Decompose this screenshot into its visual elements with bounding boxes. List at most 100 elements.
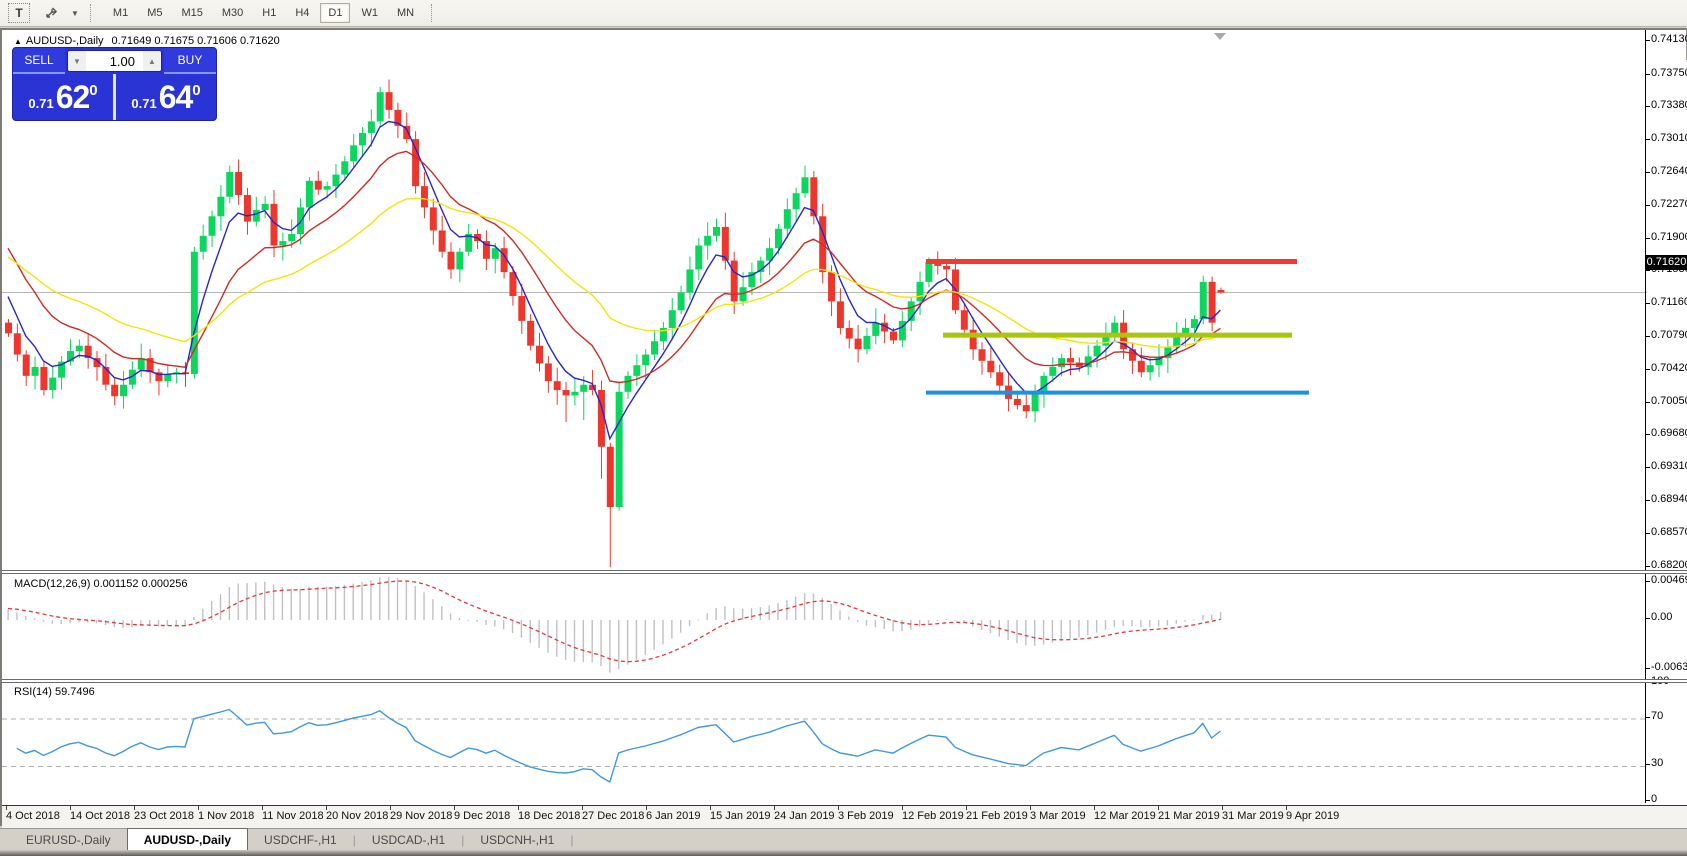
timeframe-button-M1[interactable]: M1 [112, 7, 129, 19]
volume-decrease-icon[interactable]: ▼ [68, 51, 86, 71]
date-axis-label: 15 Jan 2019 [710, 810, 771, 822]
volume-stepper: ▼ 1.00 ▲ [67, 50, 162, 72]
date-axis-tick [710, 806, 711, 810]
volume-input[interactable]: 1.00 [86, 51, 143, 71]
price-axis-label: 0.72640 [1651, 165, 1687, 178]
tab-usdchf-h1[interactable]: USDCHF-,H1 [264, 832, 337, 847]
timeframe-button-D1[interactable]: D1 [320, 3, 351, 23]
price-axis-label: 0.69310 [1651, 460, 1687, 473]
price-axis-label-tick [1645, 237, 1650, 239]
sell-price-big: 62 [55, 78, 91, 115]
moving-average-30 [7, 197, 1221, 348]
one-click-trading-panel: SELL ▼ 1.00 ▲ BUY 0.71 62 0 0.71 64 0 [12, 47, 217, 121]
macd-axis-label-tick [1645, 668, 1650, 670]
tab-separator: | [570, 832, 574, 847]
date-axis-tick [1094, 806, 1095, 810]
date-axis-label: 9 Dec 2018 [454, 810, 511, 822]
buy-button[interactable]: BUY [164, 48, 216, 74]
macd-pane[interactable] [2, 574, 1687, 679]
toolbar-grip-2[interactable] [431, 4, 436, 22]
sell-button[interactable]: SELL [13, 48, 65, 74]
date-axis-label: 12 Feb 2019 [902, 810, 964, 822]
price-axis-label-tick [1645, 532, 1650, 534]
date-axis-tick [1286, 806, 1287, 810]
arrow-tools-icon[interactable] [38, 3, 64, 23]
tab-usdcnh-h1[interactable]: USDCNH-,H1 [480, 832, 555, 847]
price-axis-label: 0.68940 [1651, 493, 1687, 506]
timeframe-button-W1[interactable]: W1 [361, 7, 378, 19]
rsi-pane[interactable] [2, 683, 1687, 805]
text-tool-icon[interactable]: T [8, 3, 30, 23]
date-axis-tick [838, 806, 839, 810]
pane-separator-2[interactable] [2, 679, 1687, 683]
date-axis-tick [1222, 806, 1223, 810]
arrow-tools-dropdown[interactable]: ▼ [66, 3, 82, 23]
price-axis-label-tick [1645, 500, 1650, 502]
price-axis-label: 0.70050 [1651, 394, 1687, 407]
date-axis-label: 1 Nov 2018 [198, 810, 255, 822]
macd-axis-label-tick [1645, 581, 1650, 582]
price-axis-label: 0.71160 [1651, 296, 1687, 309]
buy-price-prefix: 0.71 [131, 95, 157, 111]
tab-separator: | [352, 832, 356, 847]
buy-price-big: 64 [158, 78, 194, 115]
price-axis-label-tick [1645, 565, 1650, 567]
date-axis-label: 21 Mar 2019 [1158, 810, 1220, 822]
date-axis-tick [262, 806, 263, 810]
date-axis-label: 12 Mar 2019 [1094, 810, 1156, 822]
date-axis-label: 18 Dec 2018 [518, 810, 581, 822]
volume-increase-icon[interactable]: ▲ [143, 51, 161, 71]
rsi-line [16, 708, 1221, 784]
rsi-axis-label: 0 [1651, 793, 1658, 805]
price-axis-label-tick [1645, 303, 1650, 305]
chart-window: ▲ AUDUSD-,Daily 0.71649 0.71675 0.71606 0.… [0, 28, 1687, 828]
toolbar-grip[interactable] [89, 4, 95, 22]
main-price-pane[interactable] [2, 60, 1687, 598]
tab-audusd-daily[interactable]: AUDUSD-,Daily [126, 828, 249, 850]
date-axis-tick [902, 806, 903, 810]
price-axis-label: 0.73010 [1651, 132, 1687, 145]
timeframe-button-M30[interactable]: M30 [221, 7, 244, 19]
date-axis-tick [1030, 806, 1031, 810]
price-axis-label-tick [1645, 106, 1650, 108]
timeframe-button-M5[interactable]: M5 [147, 7, 163, 19]
price-axis-label: 0.71900 [1651, 230, 1687, 243]
rsi-axis-label: 30 [1651, 757, 1664, 770]
macd-axis-label-tick [1645, 618, 1650, 619]
tab-separator: | [461, 832, 465, 847]
pane-separator[interactable] [2, 570, 1687, 574]
date-axis-tick [518, 806, 519, 810]
macd-axis-label: 0.004694 [1651, 574, 1687, 586]
date-axis-label: 14 Oct 2018 [70, 810, 130, 822]
rsi-indicator-label: RSI(14) 59.7496 [14, 686, 95, 698]
date-axis-label: 29 Nov 2018 [390, 810, 453, 822]
timeframe-button-MN[interactable]: MN [396, 7, 415, 19]
sell-price[interactable]: 0.71 62 0 [13, 74, 116, 120]
date-axis[interactable]: 4 Oct 2018 14 Oct 2018 23 Oct 2018 1 Nov 20… [2, 805, 1687, 828]
current-price-badge: 0.71620 [1646, 254, 1687, 270]
price-axis-label: 0.74130 [1651, 33, 1687, 45]
timeframe-button-H4[interactable]: H4 [295, 7, 310, 19]
price-axis-label-tick [1645, 336, 1650, 338]
price-axis-label-tick [1645, 467, 1650, 469]
price-axis-label-tick [1645, 40, 1650, 41]
tab-usdcad-h1[interactable]: USDCAD-,H1 [371, 832, 446, 847]
price-axis-label-tick [1645, 139, 1650, 141]
timeframe-button-H1[interactable]: H1 [262, 7, 277, 19]
timeframe-button-M15[interactable]: M15 [181, 7, 203, 19]
price-axis-label: 0.73380 [1651, 99, 1687, 112]
date-axis-label: 3 Feb 2019 [838, 810, 894, 822]
chart-tabbar: EURUSD-,Daily AUDUSD-,Daily USDCHF-,H1 | USD… [0, 828, 1687, 850]
price-axis-label: 0.73750 [1651, 66, 1687, 79]
rsi-axis-label: 70 [1651, 710, 1664, 723]
buy-price[interactable]: 0.71 64 0 [116, 74, 216, 120]
timeframe-toolbar: T ▼ M1 M5 M15 M30 H1 H4 D1 W1 MN [0, 0, 1687, 27]
macd-indicator-label: MACD(12,26,9) 0.001152 0.000256 [14, 578, 188, 590]
price-axis-label-tick [1645, 434, 1650, 436]
price-axis-label-tick [1645, 368, 1650, 370]
moving-average-5 [7, 120, 1221, 441]
tab-eurusd-daily[interactable]: EURUSD-,Daily [26, 832, 111, 847]
candles-group [5, 79, 1225, 568]
date-axis-tick [326, 806, 327, 810]
price-axis-label-tick [1645, 204, 1650, 206]
